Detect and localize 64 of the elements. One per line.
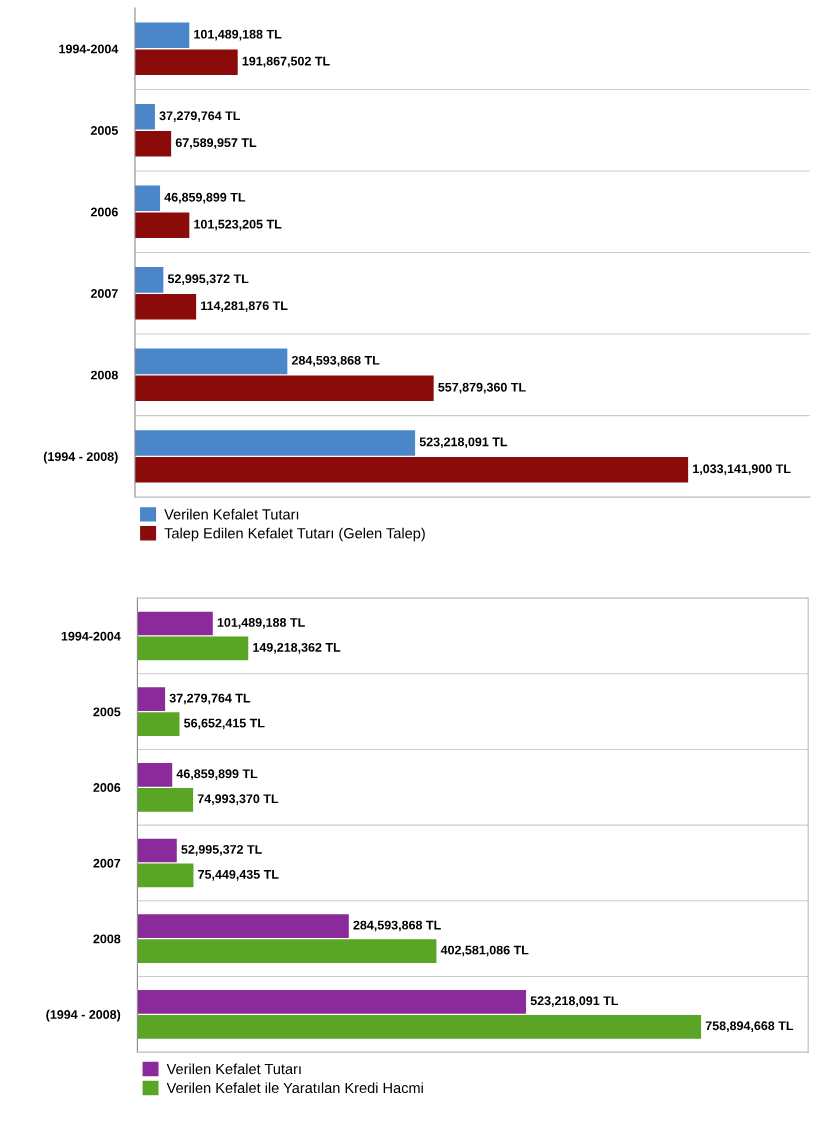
data-label: 284,593,868 TL [353, 920, 441, 932]
legend-label: Talep Edilen Kefalet Tutarı (Gelen Talep) [164, 527, 425, 542]
bar [134, 185, 161, 212]
data-label: 523,218,091 TL [419, 437, 508, 449]
data-label: 37,279,764 TL [169, 693, 251, 705]
data-label: 758,894,668 TL [705, 1021, 794, 1032]
data-label: 46,859,899 TL [176, 769, 258, 780]
bar [134, 212, 190, 238]
bar [134, 457, 689, 483]
y-tick-label: 2008 [93, 934, 121, 944]
data-label: 37,279,764 TL [159, 111, 241, 122]
y-tick-label: 2005 [90, 126, 118, 135]
bar [137, 687, 166, 712]
y-tick-label: 2006 [93, 783, 121, 792]
data-label: 67,589,957 TL [175, 138, 257, 149]
data-label: 74,993,370 TL [197, 794, 279, 805]
data-label: 101,489,188 TL [194, 29, 282, 41]
y-tick-label: 2006 [90, 207, 118, 217]
data-label: 149,218,362 TL [253, 642, 341, 654]
data-label: 52,995,372 TL [167, 274, 249, 286]
data-label: 114,281,876 TL [201, 301, 288, 312]
data-label: 1,033,141,900 TL [693, 464, 791, 475]
y-tick-label: 2005 [93, 707, 121, 717]
bar [134, 375, 434, 402]
bar [134, 267, 164, 293]
legend-label: Verilen Kefalet Tutarı [164, 508, 299, 520]
data-label: 52,995,372 TL [181, 845, 262, 856]
data-label: 56,652,415 TL [184, 718, 265, 730]
legend-label: Verilen Kefalet Tutarı [166, 1063, 301, 1075]
y-tick-label: 2007 [90, 289, 118, 298]
bar [137, 989, 527, 1014]
bar [134, 430, 416, 456]
data-label: 191,867,502 TL [242, 56, 330, 68]
bar [137, 636, 249, 661]
data-label: 46,859,899 TL [164, 192, 246, 204]
bar [137, 712, 180, 736]
bar [134, 49, 238, 75]
bar [137, 838, 177, 863]
bar [137, 611, 213, 636]
y-tick-label: 1994-2004 [61, 631, 121, 641]
bar [134, 293, 197, 320]
bar [134, 130, 172, 157]
y-tick-label: 2008 [90, 370, 118, 380]
y-tick-label: 2007 [93, 858, 121, 868]
bar [137, 939, 437, 963]
bar [134, 104, 155, 130]
data-label: 284,593,868 TL [291, 355, 380, 367]
data-label: 557,879,360 TL [438, 382, 526, 394]
data-label: 402,581,086 TL [440, 945, 529, 957]
bar [137, 1014, 702, 1039]
y-tick-label: 1994-2004 [59, 44, 119, 54]
data-label: 523,218,091 TL [530, 996, 619, 1007]
bar [134, 22, 190, 49]
bar [137, 863, 194, 888]
bar [137, 787, 194, 812]
y-tick-label: (1994 - 2008) [46, 1009, 121, 1022]
bar [134, 348, 288, 375]
data-label: 75,449,435 TL [198, 869, 279, 881]
data-label: 101,489,188 TL [217, 618, 305, 629]
legend-label: Verilen Kefalet ile Yaratılan Kredi Hacmi [166, 1082, 423, 1094]
bar [137, 762, 173, 787]
data-label: 101,523,205 TL [194, 219, 282, 231]
y-tick-label: (1994 - 2008) [43, 451, 118, 464]
bar [137, 914, 349, 939]
